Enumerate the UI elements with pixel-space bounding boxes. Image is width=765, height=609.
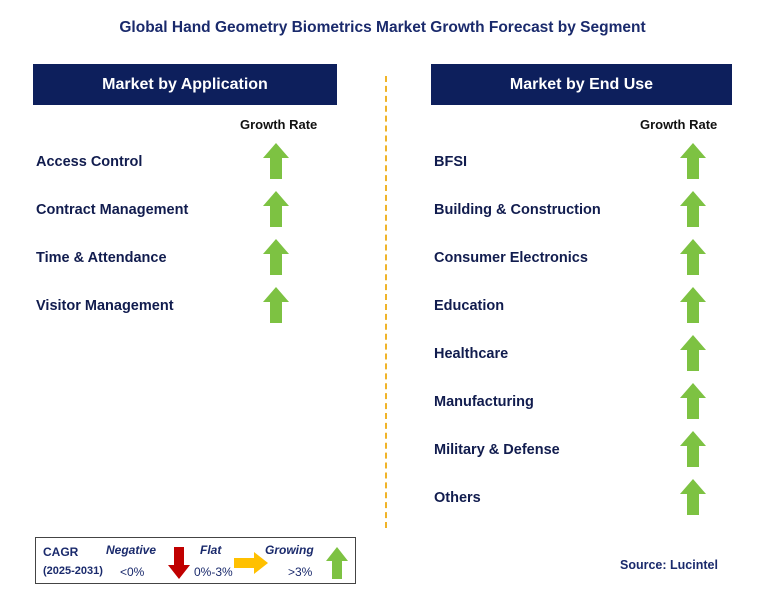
segment-label: Visitor Management [36,298,174,314]
legend-growing-label: Growing [265,543,314,557]
growth-arrow-up-icon [680,143,706,179]
chart-title: Global Hand Geometry Biometrics Market G… [119,19,646,36]
source-note: Source: Lucintel [620,558,718,572]
legend-flat-label: Flat [200,543,222,557]
segment-label: Others [434,490,481,506]
growth-arrow-up-icon [263,239,289,275]
growth-arrow-up-icon [680,287,706,323]
growth-arrow-up-icon [680,191,706,227]
legend-flat-range: 0%-3% [194,565,233,579]
legend-negative-range: <0% [120,565,145,579]
legend: CAGR (2025-2031) Negative <0% Flat 0%-3%… [35,537,356,584]
segment-label: Education [434,298,505,314]
arrow-down-icon [168,547,190,579]
end-use-growth-rate-label: Growth Rate [640,117,718,132]
segment-label: Building & Construction [434,202,601,218]
legend-cagr-label: CAGR [43,545,79,559]
segment-label: Healthcare [434,346,509,362]
panel-divider [385,76,387,528]
growth-arrow-up-icon [263,287,289,323]
legend-period: (2025-2031) [43,565,103,577]
growth-arrow-up-icon [680,479,706,515]
segment-label: Manufacturing [434,394,534,410]
growth-arrow-up-icon [680,383,706,419]
arrow-up-icon [326,547,348,579]
segment-label: Time & Attendance [36,250,167,266]
growth-arrow-up-icon [680,239,706,275]
growth-arrow-up-icon [263,143,289,179]
arrow-right-icon [234,552,268,574]
end-use-panel-header: Market by End Use [431,64,732,105]
growth-arrow-up-icon [263,191,289,227]
segment-label: Military & Defense [434,442,560,458]
segment-label: Access Control [36,154,143,170]
segment-label: Consumer Electronics [434,250,588,266]
legend-growing-range: >3% [288,565,313,579]
growth-arrow-up-icon [680,335,706,371]
growth-arrow-up-icon [680,431,706,467]
segment-label: Contract Management [36,202,189,218]
application-growth-rate-label: Growth Rate [240,117,318,132]
legend-negative-label: Negative [106,543,157,557]
segment-label: BFSI [434,154,468,170]
application-panel-header: Market by Application [33,64,337,105]
